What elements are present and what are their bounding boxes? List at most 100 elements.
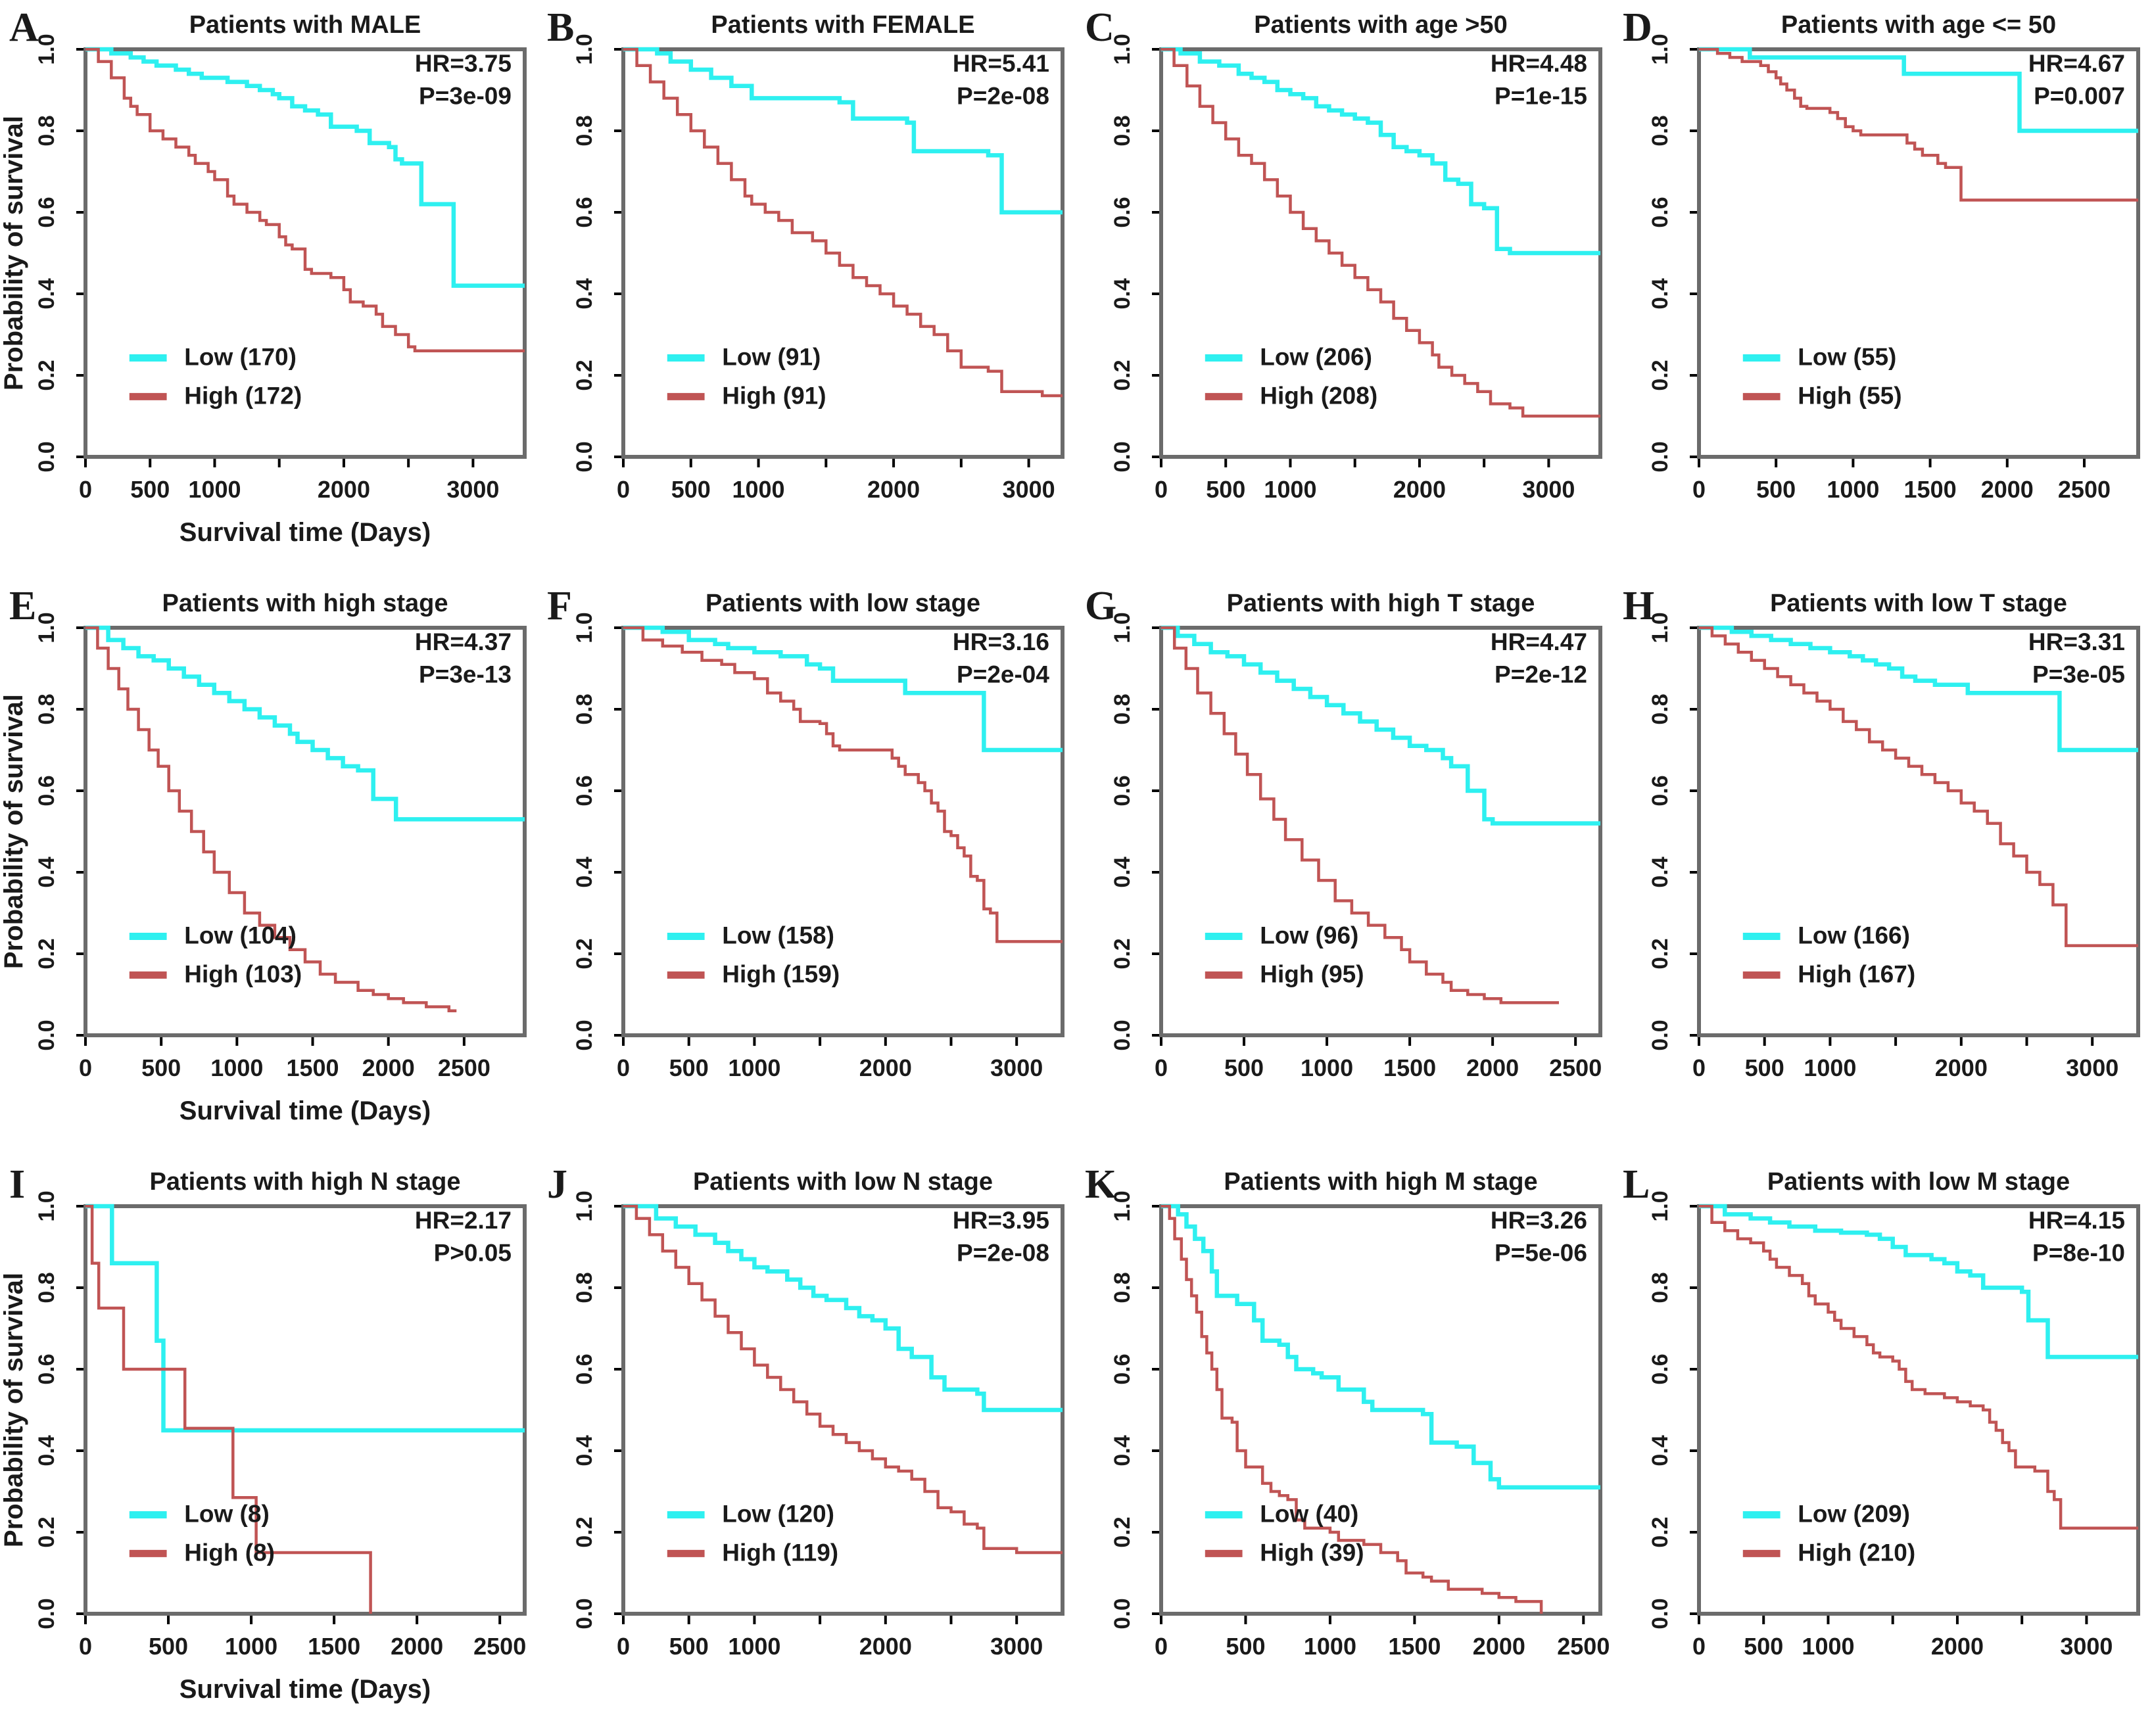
x-tick-label: 3000 — [1003, 476, 1055, 503]
plot-box — [84, 1204, 527, 1616]
y-tick-label: 0.6 — [1648, 197, 1673, 227]
legend-label-low: Low (206) — [1260, 344, 1372, 371]
legend-label-low: Low (96) — [1260, 922, 1358, 949]
y-tick-label: 0.6 — [1648, 1353, 1673, 1384]
km-panel-L: L Patients with low M stage 1.0 0.8 0.6 0.4 0.… — [1614, 1157, 2151, 1735]
legend-label-low: Low (55) — [1798, 344, 1896, 371]
p-annotation: P=1e-15 — [1494, 83, 1587, 110]
hr-annotation: HR=3.75 — [415, 50, 512, 77]
x-tick-label: 500 — [669, 1633, 709, 1660]
km-plot-I: I Patients with high N stage 1.0 0.8 0.6 0.4 0… — [0, 1162, 527, 1704]
km-plot-H: H Patients with low T stage 1.0 0.8 0.6 0.4 0.… — [1623, 584, 2140, 1081]
panel-title: Patients with age <= 50 — [1781, 11, 2056, 39]
y-tick-label: 0.8 — [572, 115, 597, 146]
y-tick-label: 0.6 — [572, 197, 597, 227]
legend-label-low: Low (158) — [722, 922, 834, 949]
panel-title: Patients with MALE — [189, 11, 421, 39]
hr-annotation: HR=3.26 — [1491, 1207, 1587, 1234]
hr-annotation: HR=3.16 — [953, 628, 1049, 655]
x-tick-label: 2000 — [867, 476, 920, 503]
x-tick-label: 1000 — [728, 1054, 780, 1081]
y-tick-label: 0.4 — [572, 278, 597, 309]
x-tick-label: 2500 — [1549, 1054, 1602, 1081]
panel-title: Patients with FEMALE — [711, 11, 974, 39]
y-tick-label: 0.4 — [1648, 278, 1673, 309]
y-tick-label: 0.8 — [572, 693, 597, 724]
x-tick-label: 3000 — [1522, 476, 1575, 503]
panel-title: Patients with low N stage — [693, 1168, 993, 1196]
survival-curve-low — [85, 1204, 525, 1433]
y-axis-label: Probability of survival — [0, 116, 28, 390]
p-annotation: P=2e-08 — [957, 1240, 1049, 1267]
x-tick-label: 0 — [1155, 476, 1168, 503]
x-tick-label: 2500 — [2058, 476, 2111, 503]
survival-curve-low — [85, 47, 525, 288]
legend-label-low: Low (40) — [1260, 1501, 1358, 1528]
hr-annotation: HR=4.15 — [2028, 1207, 2125, 1234]
y-tick-label: 1.0 — [572, 612, 597, 643]
plot-box — [84, 626, 527, 1037]
legend-label-high: High (210) — [1798, 1539, 1915, 1566]
legend-label-high: High (159) — [722, 960, 840, 987]
x-tick-label: 0 — [1155, 1633, 1168, 1660]
x-tick-label: 2000 — [1393, 476, 1446, 503]
plot-box — [621, 626, 1064, 1037]
legend-label-low: Low (104) — [184, 922, 297, 949]
y-tick-label: 1.0 — [572, 1190, 597, 1221]
x-tick-label: 2500 — [438, 1054, 490, 1081]
y-tick-label: 0.6 — [572, 775, 597, 806]
panel-letter-E: E — [9, 584, 36, 628]
x-tick-label: 1000 — [188, 476, 241, 503]
y-tick-label: 0.4 — [1110, 856, 1135, 887]
x-tick-label: 500 — [669, 1054, 709, 1081]
y-tick-label: 0.0 — [1110, 1020, 1135, 1050]
legend-label-high: High (167) — [1798, 960, 1915, 987]
y-tick-label: 0.0 — [34, 441, 59, 472]
legend-label-low: Low (209) — [1798, 1501, 1910, 1528]
y-tick-label: 0.0 — [34, 1020, 59, 1050]
plot-box — [621, 47, 1064, 459]
km-panel-A: A Patients with MALE 1.0 0.8 0.6 0.4 0.2 0.0 0 50… — [0, 0, 538, 578]
panel-letter-G: G — [1085, 584, 1116, 628]
x-tick-label: 500 — [1745, 1054, 1784, 1081]
y-tick-label: 0.4 — [572, 856, 597, 887]
x-tick-label: 0 — [79, 1633, 92, 1660]
panel-title: Patients with low T stage — [1770, 590, 2067, 617]
survival-curve-low — [1161, 47, 1600, 256]
x-tick-label: 1500 — [1383, 1054, 1436, 1081]
y-tick-label: 0.0 — [34, 1598, 59, 1629]
legend-label-low: Low (91) — [722, 344, 821, 371]
x-tick-label: 500 — [1206, 476, 1245, 503]
hr-annotation: HR=4.67 — [2028, 50, 2125, 77]
km-plot-F: F Patients with low stage 1.0 0.8 0.6 0.4 0.2 0… — [547, 584, 1064, 1081]
legend-label-high: High (119) — [722, 1539, 838, 1566]
p-annotation: P=2e-08 — [957, 83, 1049, 110]
x-tick-label: 0 — [617, 476, 630, 503]
x-tick-label: 1000 — [1301, 1054, 1353, 1081]
y-tick-label: 1.0 — [34, 612, 59, 643]
y-tick-label: 0.4 — [34, 278, 59, 309]
x-tick-label: 1000 — [732, 476, 784, 503]
panel-letter-B: B — [547, 5, 574, 50]
x-tick-label: 1500 — [286, 1054, 339, 1081]
p-annotation: P=3e-05 — [2032, 661, 2125, 688]
x-tick-label: 500 — [1224, 1054, 1264, 1081]
y-tick-label: 0.8 — [1648, 693, 1673, 724]
y-tick-label: 0.0 — [1110, 441, 1135, 472]
plot-box — [1159, 626, 1602, 1037]
y-tick-label: 0.6 — [34, 775, 59, 806]
survival-curve-high — [623, 1204, 1063, 1555]
panel-letter-J: J — [547, 1162, 567, 1207]
km-panel-K: K Patients with high M stage 1.0 0.8 0.6 0.4 0… — [1076, 1157, 1614, 1735]
survival-curve-low — [1699, 47, 2138, 133]
x-tick-label: 3000 — [446, 476, 499, 503]
y-tick-label: 0.2 — [572, 1516, 597, 1547]
survival-curve-low — [623, 1204, 1063, 1413]
y-tick-label: 0.8 — [34, 693, 59, 724]
survival-curve-low — [1699, 1204, 2138, 1359]
y-tick-label: 0.4 — [1648, 856, 1673, 887]
panel-title: Patients with high T stage — [1227, 590, 1535, 617]
x-tick-label: 500 — [1756, 476, 1796, 503]
survival-curve-low — [623, 625, 1063, 753]
